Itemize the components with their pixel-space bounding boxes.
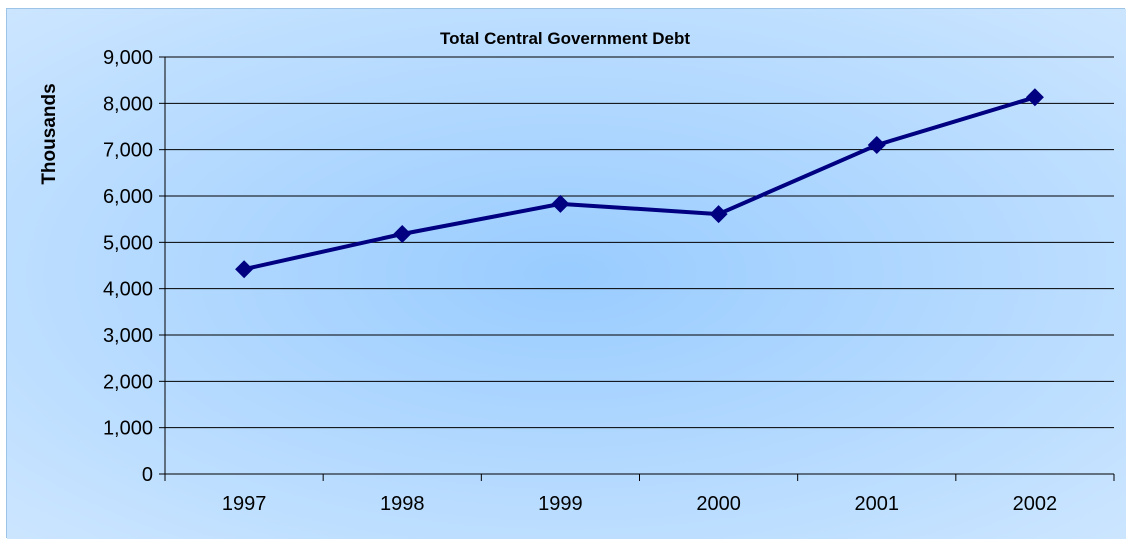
x-tick-label: 1997	[222, 493, 267, 515]
data-point-marker	[1025, 88, 1044, 107]
y-tick-label: 1,000	[103, 418, 153, 440]
y-tick-label: 4,000	[103, 279, 153, 301]
data-markers	[235, 88, 1044, 279]
y-tick-label: 0	[142, 464, 153, 486]
x-tick-label: 2000	[696, 493, 741, 515]
chart-area: Total Central Government Debt Thousands …	[6, 8, 1126, 539]
x-tick-labels: 1997 1998 1999 2000 2001 2002	[222, 493, 1057, 515]
y-tick-label: 7,000	[103, 140, 153, 162]
data-point-marker	[235, 260, 254, 279]
y-tick-label: 3,000	[103, 325, 153, 347]
series-line	[243, 95, 1036, 272]
series-line	[243, 95, 1036, 272]
x-tick-label: 2001	[855, 493, 900, 515]
line-chart: Total Central Government Debt Thousands …	[7, 9, 1126, 539]
x-tick-label: 1999	[538, 493, 583, 515]
y-tick-label: 9,000	[103, 47, 153, 69]
y-tick-label: 6,000	[103, 186, 153, 208]
x-tick-label: 1998	[380, 493, 425, 515]
axes	[159, 56, 1115, 481]
y-tick-label: 5,000	[103, 232, 153, 254]
y-tick-label: 2,000	[103, 371, 153, 393]
y-tick-label: 8,000	[103, 93, 153, 115]
data-point-marker	[709, 205, 728, 224]
chart-title: Total Central Government Debt	[440, 29, 690, 48]
data-point-marker	[551, 194, 570, 213]
gridlines	[165, 56, 1114, 429]
x-tick-label: 2002	[1013, 493, 1058, 515]
y-tick-labels: 0 1,000 2,000 3,000 4,000 5,000 6,000 7,000 8,00…	[103, 47, 153, 486]
chart-background	[7, 9, 1126, 539]
data-point-marker	[393, 224, 412, 243]
y-axis-title: Thousands	[39, 83, 60, 184]
data-point-marker	[867, 136, 886, 155]
